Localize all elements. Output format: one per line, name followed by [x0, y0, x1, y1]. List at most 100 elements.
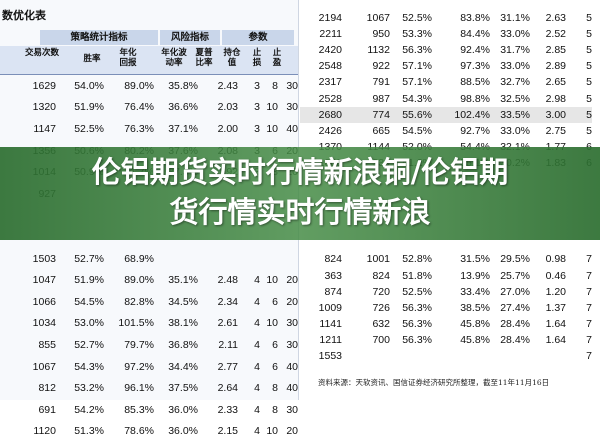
table-cell: 10: [260, 97, 278, 119]
table-cell: 31.5%: [432, 251, 490, 267]
table-cell: 2.77: [198, 356, 238, 378]
table-cell: 1066: [0, 291, 56, 313]
table-cell: 1.64: [530, 332, 566, 348]
table-cell: 2.52: [530, 26, 566, 42]
table-cell: 4: [238, 399, 260, 421]
table-cell: [198, 248, 238, 270]
table-cell: 1320: [0, 97, 56, 119]
table-cell: 7: [566, 284, 592, 300]
table-cell: 2.48: [198, 269, 238, 291]
table-cell: 54.3%: [56, 356, 104, 378]
table-cell: 1.20: [530, 284, 566, 300]
table-cell: 1067: [0, 356, 56, 378]
table-cell: 5: [566, 90, 592, 106]
table-cell: 33.0%: [490, 123, 530, 139]
table-cell: 102.4%: [432, 107, 490, 123]
table-cell: 52.7%: [56, 334, 104, 356]
table-cell: 5: [566, 58, 592, 74]
table-cell: 2680: [300, 107, 342, 123]
table-cell: 38.5%: [432, 300, 490, 316]
table-cell: 53.0%: [56, 313, 104, 335]
table-cell: 92.4%: [432, 42, 490, 58]
table-cell: 28.4%: [490, 332, 530, 348]
table-cell: 20: [278, 269, 298, 291]
table-cell: 1.64: [530, 316, 566, 332]
table-cell: 52.5%: [56, 118, 104, 140]
table-cell: 57.1%: [390, 74, 432, 90]
table-cell: 1132: [342, 42, 390, 58]
table-cell: 89.0%: [104, 75, 154, 97]
table-cell: 922: [342, 58, 390, 74]
table-cell: 51.3%: [56, 421, 104, 442]
table-cell: 30: [278, 334, 298, 356]
table-cell: 8: [260, 75, 278, 97]
table-cell: 3: [238, 75, 260, 97]
table-cell: 97.2%: [104, 356, 154, 378]
table-cell: 88.5%: [432, 74, 490, 90]
table-cell: 7: [566, 316, 592, 332]
table-cell: 1001: [342, 251, 390, 267]
table-cell: 5: [566, 26, 592, 42]
table-cell: 97.3%: [432, 58, 490, 74]
table-cell: 30: [278, 75, 298, 97]
table-cell: 51.9%: [56, 97, 104, 119]
table-cell: 2.34: [198, 291, 238, 313]
table-cell: 53.3%: [390, 26, 432, 42]
table-cell: 4: [238, 291, 260, 313]
table-cell: 5: [566, 107, 592, 123]
table-cell: 726: [342, 300, 390, 316]
col-header-trades: 交易次数: [22, 48, 62, 58]
table-cell: 33.0%: [490, 58, 530, 74]
table-cell: 28.4%: [490, 316, 530, 332]
headline-line-2: 货行情实时行情新浪: [0, 192, 600, 232]
table-cell: 1629: [0, 75, 56, 97]
table-cell: 720: [342, 284, 390, 300]
table-cell: 76.4%: [104, 97, 154, 119]
table-cell: 56.3%: [390, 332, 432, 348]
group-header-params: 参数: [222, 30, 294, 45]
table-cell: 2426: [300, 123, 342, 139]
table-cell: 45.8%: [432, 316, 490, 332]
table-cell: 27.0%: [490, 284, 530, 300]
table-cell: 2528: [300, 90, 342, 106]
table-cell: 78.6%: [104, 421, 154, 442]
table-cell: 4: [238, 377, 260, 399]
table-cell: 4: [238, 269, 260, 291]
table-cell: 37.5%: [154, 377, 198, 399]
table-cell: 2.61: [198, 313, 238, 335]
table-cell: 774: [342, 107, 390, 123]
table-cell: 2.03: [198, 97, 238, 119]
col-header-return: 年化回报: [116, 48, 140, 68]
table-cell: 13.9%: [432, 268, 490, 284]
table-cell: 855: [0, 334, 56, 356]
table-cell: 1503: [0, 248, 56, 270]
table-cell: 8: [260, 399, 278, 421]
table-cell: 2.65: [530, 74, 566, 90]
table-cell: 7: [566, 251, 592, 267]
table-cell: [238, 248, 260, 270]
table-cell: 1047: [0, 269, 56, 291]
table-cell: 29.5%: [490, 251, 530, 267]
table-cell: 6: [260, 334, 278, 356]
table-cell: [154, 248, 198, 270]
table-cell: 52.5%: [390, 284, 432, 300]
col-header-stoploss: 止损: [250, 48, 264, 68]
table-cell: 35.8%: [154, 75, 198, 97]
table-cell: 5: [566, 74, 592, 90]
table-cell: 4: [238, 313, 260, 335]
table-cell: 10: [260, 421, 278, 442]
table-cell: 36.0%: [154, 399, 198, 421]
table-cell: 84.4%: [432, 26, 490, 42]
table-cell: 54.2%: [56, 399, 104, 421]
table-cell: 34.5%: [154, 291, 198, 313]
